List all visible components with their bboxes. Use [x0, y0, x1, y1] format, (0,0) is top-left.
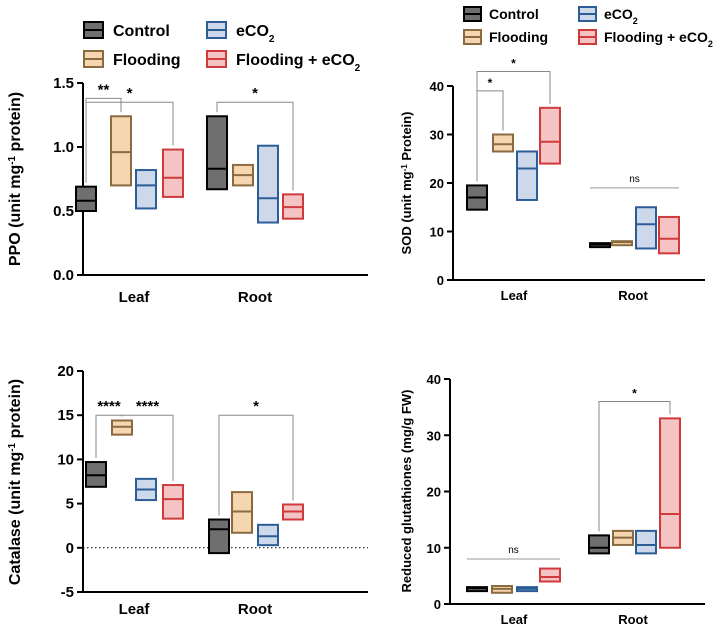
ppo-box [206, 115, 228, 191]
ppo-legend-label: Flooding [113, 52, 181, 69]
catalase-box [208, 518, 230, 555]
ppo-sig-bracket [85, 101, 174, 183]
sod-ytick-label: 40 [430, 79, 444, 94]
gsh-sig-bracket [598, 401, 671, 532]
sod-box [516, 150, 538, 201]
gsh-xtick-label: Leaf [501, 612, 528, 627]
ppo-y-axis-label: PPO (unit mg-1 protein) [7, 92, 25, 266]
ppo-ytick-label: 1.0 [53, 139, 74, 156]
sod-legend-label: eCO2 [604, 6, 638, 26]
ppo-legend-label: eCO2 [236, 23, 275, 45]
gsh-ytick-label: 40 [427, 372, 441, 387]
catalase-sig-bracket [218, 414, 294, 516]
catalase-ytick-label: 10 [57, 451, 74, 468]
sod-legend-label: Flooding + eCO2 [604, 29, 713, 49]
ppo-sig-label: * [127, 85, 133, 102]
sod-box [539, 106, 561, 165]
gsh-box [635, 529, 657, 555]
sod-sig-label: ns [629, 174, 640, 185]
catalase-xtick-label: Root [238, 601, 272, 618]
sod-sig-label: * [488, 76, 493, 90]
ppo-chart: 0.0 0.5 1.0 1.5 Leaf Root PPO (unit mg-1 prote… [7, 21, 368, 306]
catalase-box [257, 523, 279, 547]
sod-y-axis-label: SOD (unit mg-1 Protein) [399, 112, 414, 255]
sod-xtick-label: Leaf [501, 288, 528, 303]
ppo-sig-label: ** [98, 81, 110, 98]
gsh-sig-label: * [632, 387, 637, 401]
gsh-ytick-label: 10 [427, 541, 441, 556]
ppo-ytick-label: 0.5 [53, 203, 74, 220]
ppo-xtick-label: Leaf [119, 289, 151, 306]
ppo-box [162, 148, 184, 198]
ppo-sig-label: * [252, 85, 258, 102]
catalase-xtick-label: Leaf [119, 601, 151, 618]
catalase-sig-label: **** [97, 398, 121, 415]
catalase-y-axis-label: Catalase (unit mg-1 protein) [7, 379, 25, 585]
ppo-box [110, 115, 132, 187]
catalase-ytick-label: 0 [66, 540, 74, 557]
ppo-sig-bracket [216, 101, 294, 191]
ppo-box [135, 169, 157, 210]
gsh-chart: 0 10 20 30 40 Leaf Root Reduced glutathiones (m… [399, 372, 705, 627]
sod-ytick-label: 10 [430, 225, 444, 240]
ppo-box [257, 144, 279, 224]
catalase-ytick-label: -5 [61, 584, 74, 601]
catalase-box [162, 484, 184, 520]
catalase-chart: -5 0 5 10 15 20 Leaf Root Catalase (unit mg-1 pr… [7, 363, 368, 618]
sod-sig-label: * [511, 56, 516, 70]
sod-ytick-label: 0 [437, 273, 444, 288]
gsh-ytick-label: 0 [434, 597, 441, 612]
gsh-xtick-label: Root [618, 612, 648, 627]
gsh-ytick-label: 20 [427, 485, 441, 500]
sod-ytick-label: 30 [430, 128, 444, 143]
catalase-sig-label: **** [136, 398, 160, 415]
gsh-box [659, 417, 681, 549]
gsh-ytick-label: 30 [427, 428, 441, 443]
gsh-box [539, 567, 561, 583]
ppo-legend-label: Control [113, 23, 170, 40]
sod-legend-label: Control [489, 6, 539, 22]
ppo-ytick-label: 0.0 [53, 267, 74, 284]
gsh-sig-label: ns [508, 545, 519, 556]
catalase-ytick-label: 5 [66, 496, 74, 513]
ppo-ytick-label: 1.5 [53, 75, 74, 92]
catalase-sig-label: * [253, 398, 259, 415]
sod-sig-bracket [476, 70, 551, 182]
sod-chart: 0 10 20 30 40 Leaf Root SOD (unit mg-1 Protein)… [399, 6, 713, 303]
sod-xtick-label: Root [618, 288, 648, 303]
gsh-box [588, 534, 610, 555]
ppo-box [75, 185, 97, 212]
gsh-y-axis-label: Reduced glutathiones (mg/g FW) [399, 390, 414, 593]
catalase-sig-bracket [121, 414, 174, 482]
catalase-ytick-label: 20 [57, 363, 74, 380]
sod-box [658, 215, 680, 255]
ppo-legend-label: Flooding + eCO2 [236, 52, 361, 74]
ppo-xtick-label: Root [238, 289, 272, 306]
sod-box [492, 133, 514, 153]
sod-legend-label: Flooding [489, 29, 548, 45]
sod-box [635, 206, 657, 250]
sod-ytick-label: 20 [430, 176, 444, 191]
catalase-ytick-label: 15 [57, 407, 74, 424]
